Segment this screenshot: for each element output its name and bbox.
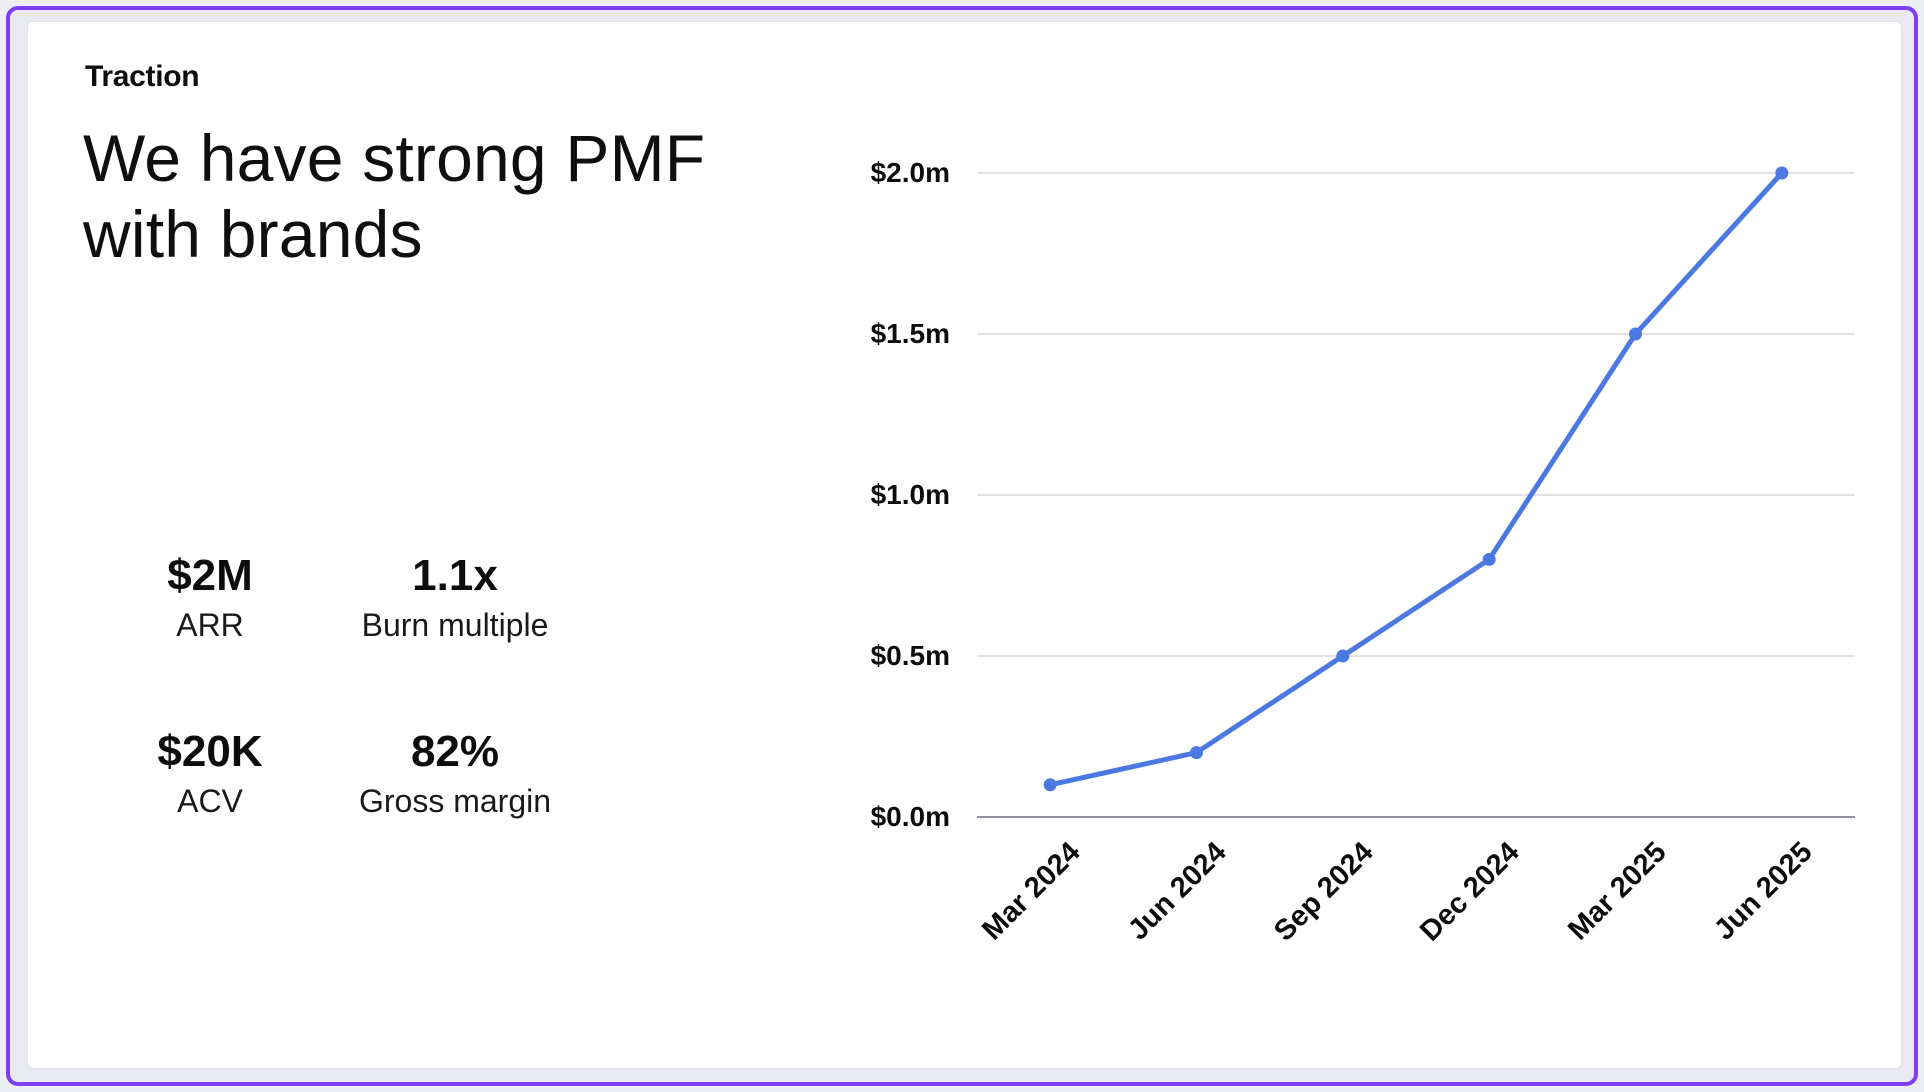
x-axis-tick-label: Jun 2025 xyxy=(1708,836,1819,947)
slide-selection-frame xyxy=(6,6,1918,1086)
stat-burn-multiple: 1.1x Burn multiple xyxy=(305,552,605,644)
y-axis-tick-label: $2.0m xyxy=(870,157,950,188)
stat-arr: $2M ARR xyxy=(115,552,305,644)
stat-value: $20K xyxy=(157,727,263,776)
x-axis-tick-label: Jun 2024 xyxy=(1122,836,1233,947)
y-axis-tick-label: $1.0m xyxy=(870,479,950,510)
stat-gross-margin: 82% Gross margin xyxy=(305,728,605,820)
stat-value: $2M xyxy=(167,551,253,600)
data-point-jun-2025 xyxy=(1775,166,1789,180)
x-axis-tick-label: Sep 2024 xyxy=(1268,836,1380,948)
heading-line-1: We have strong PMF xyxy=(83,121,706,195)
stat-acv: $20K ACV xyxy=(115,728,305,820)
data-point-mar-2025 xyxy=(1629,327,1642,341)
y-axis-tick-label: $1.5m xyxy=(870,318,950,349)
chart-line-svg xyxy=(977,166,1855,818)
stats-grid[interactable]: $2M ARR 1.1x Burn multiple $20K ACV 82% … xyxy=(115,552,605,820)
stat-label: ARR xyxy=(176,607,244,643)
slide-heading[interactable]: We have strong PMF with brands xyxy=(83,120,705,272)
x-axis-tick-label: Dec 2024 xyxy=(1414,836,1526,948)
data-point-mar-2024 xyxy=(1043,778,1057,792)
x-axis-tick-label: Mar 2024 xyxy=(976,836,1087,947)
x-axis-tick-label: Mar 2025 xyxy=(1562,836,1673,947)
slide-page[interactable] xyxy=(28,22,1901,1068)
heading-line-2: with brands xyxy=(83,197,423,271)
data-point-sep-2024 xyxy=(1336,649,1350,663)
chart-plot-area xyxy=(977,166,1855,818)
stat-value: 1.1x xyxy=(412,551,498,600)
stat-value: 82% xyxy=(410,727,500,776)
data-point-dec-2024 xyxy=(1482,552,1496,566)
data-point-jun-2024 xyxy=(1190,746,1203,760)
stat-label: ACV xyxy=(177,783,243,819)
y-axis-tick-label: $0.0m xyxy=(870,801,950,832)
stat-label: Gross margin xyxy=(358,783,552,819)
kicker-text[interactable]: Traction xyxy=(85,60,200,93)
stat-label: Burn multiple xyxy=(361,607,549,643)
y-axis-tick-label: $0.5m xyxy=(870,640,950,671)
